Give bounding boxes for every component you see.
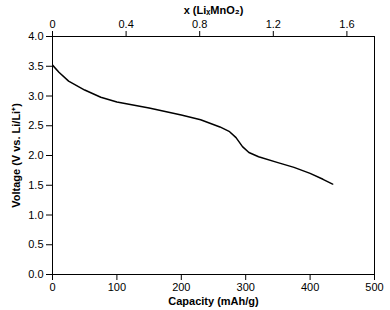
svg-text:Capacity (mAh/g): Capacity (mAh/g) <box>168 295 259 307</box>
svg-text:1.5: 1.5 <box>28 179 43 191</box>
svg-text:400: 400 <box>301 281 319 293</box>
svg-text:0.8: 0.8 <box>192 18 207 30</box>
svg-text:x (LiₓMnO₂): x (LiₓMnO₂) <box>184 4 244 16</box>
svg-text:2.5: 2.5 <box>28 119 43 131</box>
svg-text:500: 500 <box>365 281 383 293</box>
svg-text:2.0: 2.0 <box>28 149 43 161</box>
svg-text:100: 100 <box>108 281 126 293</box>
svg-text:0.4: 0.4 <box>118 18 133 30</box>
svg-text:0: 0 <box>49 281 55 293</box>
svg-text:3.5: 3.5 <box>28 60 43 72</box>
svg-text:200: 200 <box>172 281 190 293</box>
svg-text:3.0: 3.0 <box>28 90 43 102</box>
svg-text:4.0: 4.0 <box>28 30 43 42</box>
svg-text:1.2: 1.2 <box>266 18 281 30</box>
svg-text:Voltage (V vs. Li/Li⁺): Voltage (V vs. Li/Li⁺) <box>10 103 22 208</box>
svg-text:0.5: 0.5 <box>28 238 43 250</box>
svg-text:1.0: 1.0 <box>28 209 43 221</box>
svg-text:0.0: 0.0 <box>28 268 43 280</box>
svg-text:300: 300 <box>237 281 255 293</box>
svg-text:1.6: 1.6 <box>339 18 354 30</box>
svg-text:0: 0 <box>49 18 55 30</box>
